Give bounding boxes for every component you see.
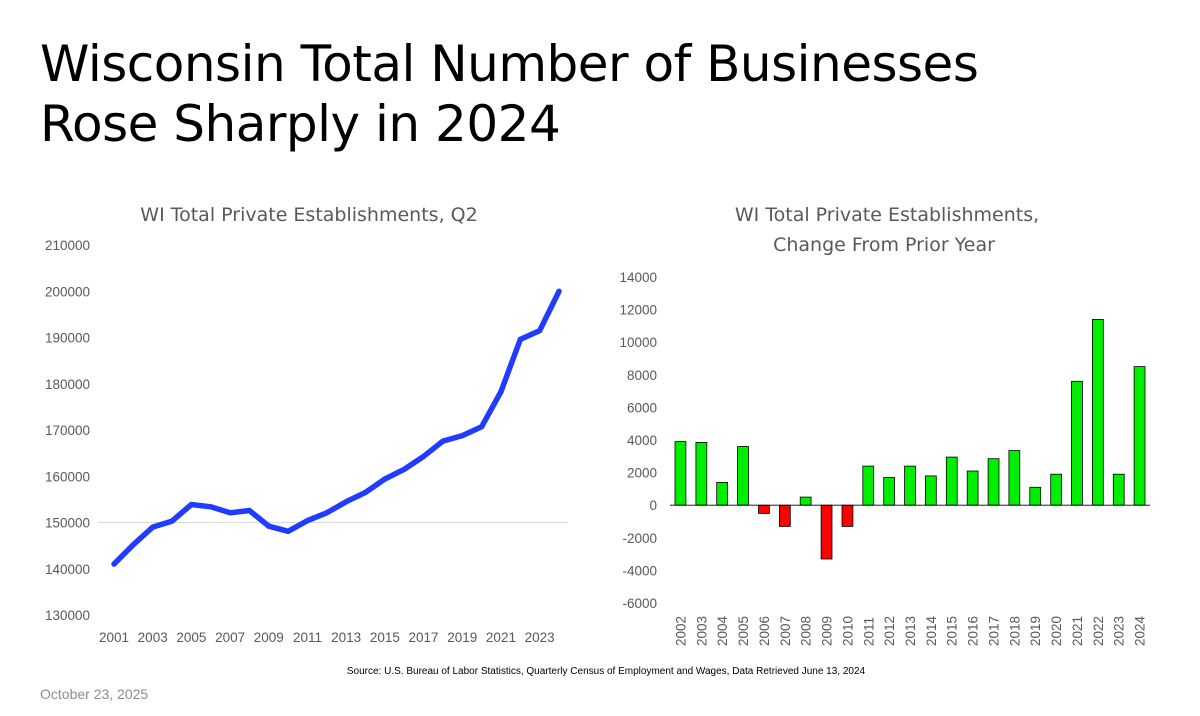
bar-x-tick-label: 2007 bbox=[778, 616, 793, 646]
bar-chart-title-line-1: WI Total Private Establishments, bbox=[735, 204, 1039, 226]
bar-x-tick-label: 2006 bbox=[757, 616, 772, 646]
bar-2009 bbox=[820, 504, 833, 560]
line-chart-x-axis: 2001 2003 2005 2007 2009 2011 2013 2015 2017 2019… bbox=[99, 630, 555, 645]
bar-x-tick-label: 2009 bbox=[820, 616, 835, 646]
bar-2012 bbox=[883, 477, 896, 506]
bar-2022 bbox=[1092, 318, 1104, 506]
footer-date: October 23, 2025 bbox=[40, 686, 149, 702]
bar-y-tick-label: 12000 bbox=[619, 303, 657, 318]
bar-2007 bbox=[779, 504, 791, 527]
line-x-tick-label: 2013 bbox=[331, 630, 361, 645]
line-x-tick-label: 2017 bbox=[409, 630, 439, 645]
bar-x-tick-label: 2016 bbox=[966, 616, 981, 646]
bar-chart-bars bbox=[674, 318, 1146, 560]
line-y-tick-label: 170000 bbox=[45, 423, 90, 438]
line-x-tick-label: 2011 bbox=[293, 630, 322, 645]
bar-y-tick-label: 2000 bbox=[627, 466, 657, 481]
line-x-tick-label: 2005 bbox=[176, 630, 206, 645]
bar-y-tick-label: 6000 bbox=[627, 400, 657, 415]
slide-title-line-1: Wisconsin Total Number of Businesses bbox=[40, 35, 979, 93]
line-x-tick-label: 2015 bbox=[370, 630, 400, 645]
line-y-tick-label: 130000 bbox=[45, 608, 90, 623]
line-y-tick-label: 200000 bbox=[45, 284, 90, 299]
bar-chart-y-axis: -6000 -4000 -2000 0 2000 4000 6000 8000 10000 120… bbox=[619, 270, 657, 611]
bar-2002 bbox=[674, 441, 687, 506]
bar-x-tick-label: 2012 bbox=[882, 616, 897, 646]
bar-x-tick-label: 2022 bbox=[1091, 616, 1106, 646]
bar-x-tick-label: 2014 bbox=[924, 615, 939, 646]
bar-y-tick-label: -6000 bbox=[622, 596, 657, 611]
bar-y-tick-label: 0 bbox=[649, 498, 657, 513]
bar-2021 bbox=[1071, 380, 1083, 506]
bar-x-tick-label: 2005 bbox=[736, 616, 751, 646]
bar-2003 bbox=[695, 441, 708, 506]
bar-x-tick-label: 2002 bbox=[673, 616, 688, 646]
line-x-tick-label: 2023 bbox=[525, 630, 555, 645]
bar-x-tick-label: 2024 bbox=[1133, 615, 1148, 646]
bar-2013 bbox=[904, 465, 916, 506]
line-chart: WI Total Private Establishments, Q2 1300… bbox=[45, 204, 568, 645]
slide-title: Wisconsin Total Number of Businesses Ros… bbox=[40, 34, 1140, 154]
bar-chart: WI Total Private Establishments, Change … bbox=[619, 204, 1150, 646]
bar-y-tick-label: 8000 bbox=[627, 368, 657, 383]
line-y-tick-label: 160000 bbox=[45, 469, 90, 484]
bar-2005 bbox=[737, 446, 749, 506]
bar-2014 bbox=[925, 475, 937, 506]
bar-y-tick-label: 4000 bbox=[627, 433, 657, 448]
line-y-tick-label: 190000 bbox=[45, 331, 90, 346]
line-chart-title: WI Total Private Establishments, Q2 bbox=[140, 204, 477, 226]
line-x-tick-label: 2007 bbox=[215, 630, 245, 645]
line-y-tick-label: 180000 bbox=[45, 377, 90, 392]
bar-x-tick-label: 2019 bbox=[1028, 616, 1043, 646]
bar-2023 bbox=[1112, 473, 1125, 506]
bar-x-tick-label: 2013 bbox=[903, 616, 918, 646]
line-y-tick-label: 150000 bbox=[45, 516, 90, 531]
source-note: Source: U.S. Bureau of Labor Statistics,… bbox=[346, 666, 866, 677]
bar-2004 bbox=[716, 481, 729, 506]
bar-chart-title-line-2: Change From Prior Year bbox=[773, 234, 995, 256]
line-x-tick-label: 2001 bbox=[99, 630, 129, 645]
bar-x-tick-label: 2020 bbox=[1049, 616, 1064, 646]
bar-x-tick-label: 2008 bbox=[799, 616, 814, 646]
line-x-tick-label: 2019 bbox=[447, 630, 477, 645]
bar-x-tick-label: 2003 bbox=[694, 616, 709, 646]
bar-x-tick-label: 2018 bbox=[1007, 616, 1022, 646]
bar-chart-x-axis: 2002 2003 2004 2005 2006 2007 2008 2009 2010 2011… bbox=[673, 615, 1147, 646]
bar-2015 bbox=[945, 456, 958, 506]
line-y-tick-label: 140000 bbox=[45, 562, 90, 577]
bar-2024 bbox=[1133, 366, 1146, 506]
slide-title-line-2: Rose Sharply in 2024 bbox=[40, 95, 561, 153]
line-x-tick-label: 2003 bbox=[138, 630, 168, 645]
bar-2006 bbox=[758, 504, 770, 514]
bar-x-tick-label: 2023 bbox=[1112, 616, 1127, 646]
line-chart-y-axis: 130000 140000 150000 160000 170000 180000 1900… bbox=[45, 238, 90, 623]
bar-2019 bbox=[1029, 486, 1042, 506]
bar-y-tick-label: -2000 bbox=[622, 531, 657, 546]
line-y-tick-label: 210000 bbox=[45, 238, 90, 253]
bar-x-tick-label: 2021 bbox=[1070, 616, 1085, 646]
bar-2011 bbox=[862, 465, 875, 506]
line-x-tick-label: 2009 bbox=[254, 630, 284, 645]
bar-2010 bbox=[841, 504, 854, 527]
bar-x-tick-label: 2017 bbox=[986, 616, 1001, 646]
line-x-tick-label: 2021 bbox=[486, 630, 516, 645]
bar-2018 bbox=[1008, 450, 1021, 506]
bar-x-tick-label: 2011 bbox=[861, 617, 876, 646]
bar-2017 bbox=[987, 458, 1000, 506]
bar-x-tick-label: 2015 bbox=[945, 616, 960, 646]
bar-2020 bbox=[1050, 473, 1062, 506]
bar-x-tick-label: 2010 bbox=[840, 616, 855, 646]
line-series bbox=[111, 288, 562, 567]
bar-2008 bbox=[799, 496, 812, 506]
bar-y-tick-label: 10000 bbox=[619, 335, 657, 350]
bar-x-tick-label: 2004 bbox=[715, 615, 730, 646]
bar-y-tick-label: -4000 bbox=[622, 563, 657, 578]
bar-y-tick-label: 14000 bbox=[619, 270, 657, 285]
bar-2016 bbox=[966, 470, 979, 506]
